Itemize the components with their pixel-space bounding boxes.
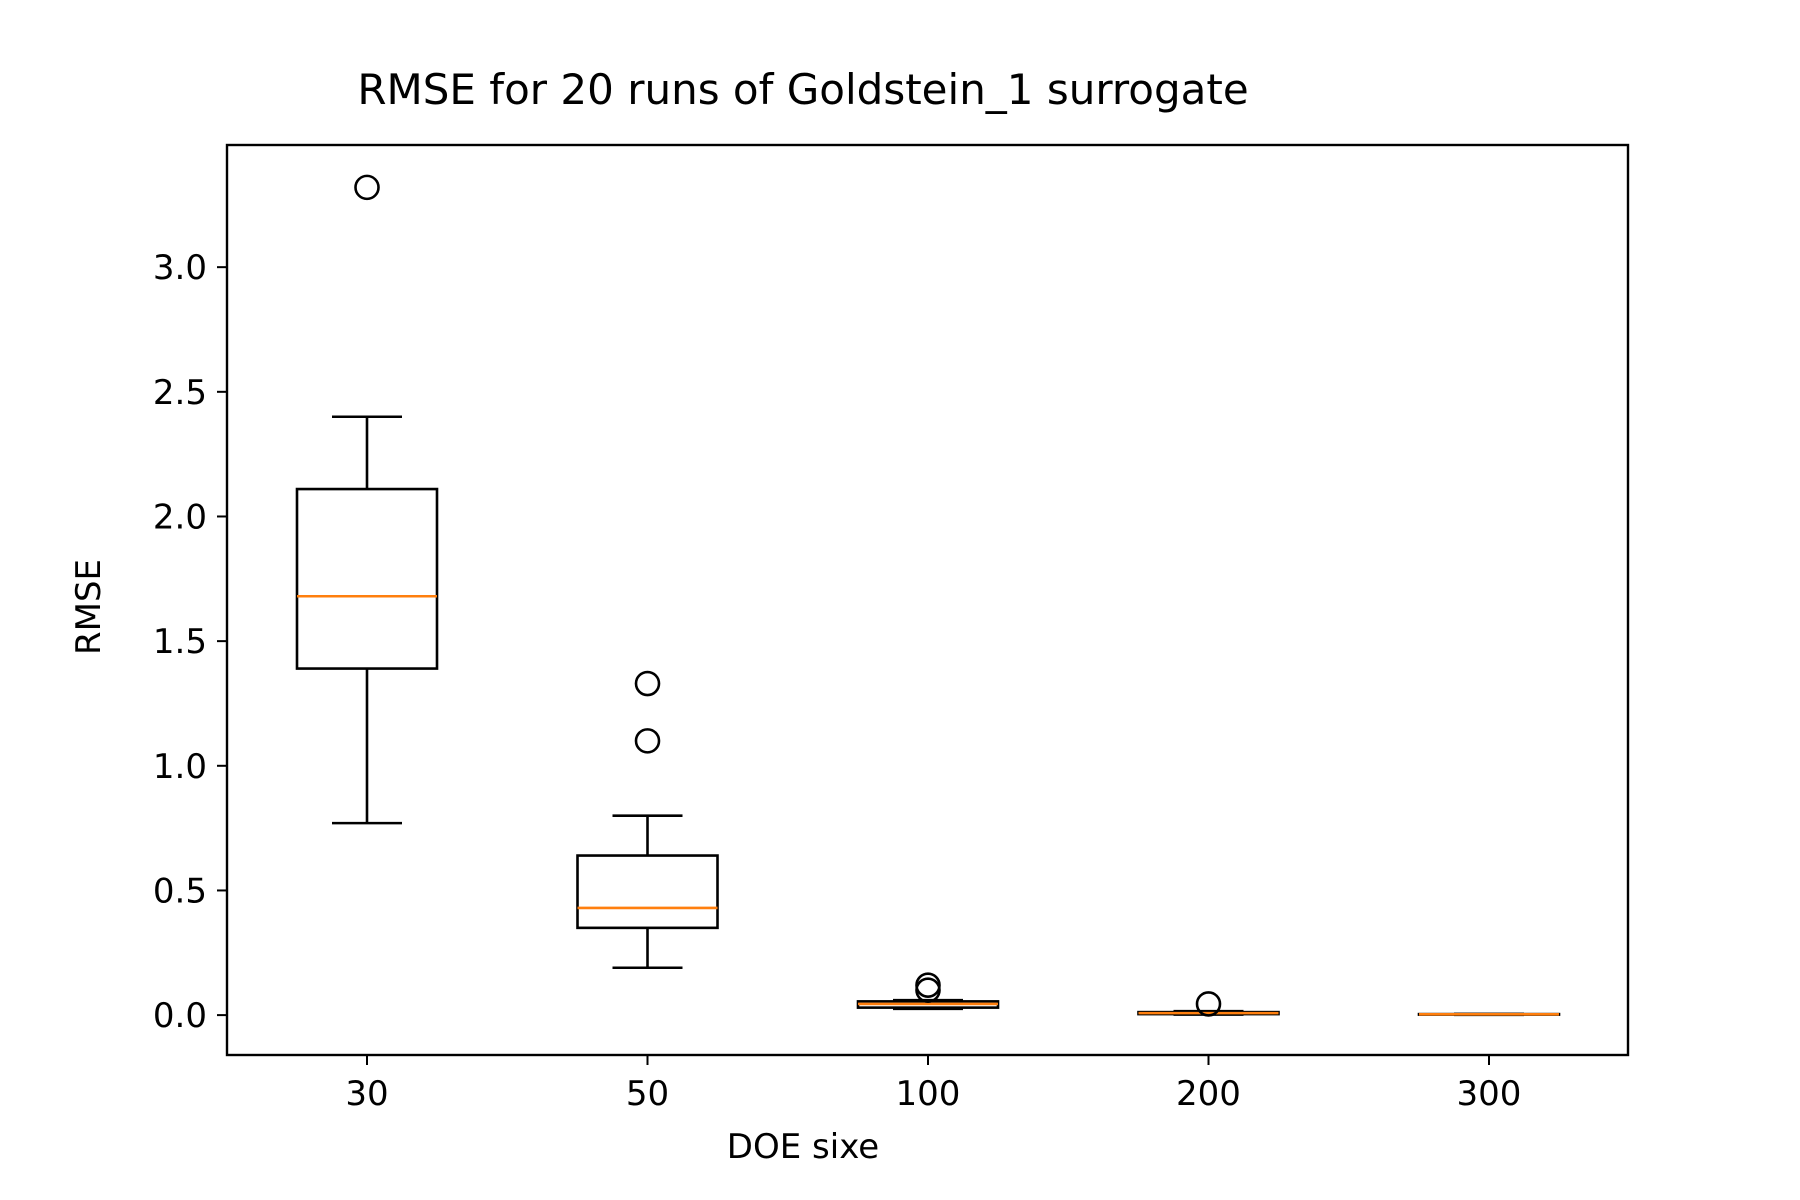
box [295, 487, 439, 670]
y-tick-label: 2.0 [153, 497, 207, 537]
y-tick-label: 0.5 [153, 871, 207, 911]
x-tick-label: 50 [626, 1074, 669, 1114]
chart-title: RMSE for 20 runs of Goldstein_1 surrogat… [357, 65, 1248, 114]
x-tick-label: 30 [345, 1074, 388, 1114]
y-tick-label: 1.0 [153, 747, 207, 787]
outlier-point [634, 728, 661, 754]
outlier-point [1195, 991, 1222, 1017]
plot-area: 0.0 0.5 1.0 1.5 2.0 2.5 3.0 30 50 100 200 300 [153, 143, 1630, 1114]
outlier-point [915, 977, 941, 1003]
x-tick-label: 300 [1457, 1074, 1522, 1114]
box [576, 854, 719, 930]
outlier-point [915, 972, 941, 998]
y-tick-label: 0.0 [153, 996, 207, 1036]
y-tick-label: 2.5 [153, 373, 207, 413]
x-tick-label: 200 [1176, 1074, 1241, 1114]
y-axis-label: RMSE [69, 559, 109, 655]
outlier-point [354, 174, 380, 201]
x-axis-label: DOE sixe [727, 1127, 879, 1167]
outlier-point [634, 670, 661, 697]
y-tick-label: 3.0 [153, 248, 207, 288]
y-tick-label: 1.5 [153, 622, 207, 662]
x-tick-label: 100 [896, 1074, 961, 1114]
